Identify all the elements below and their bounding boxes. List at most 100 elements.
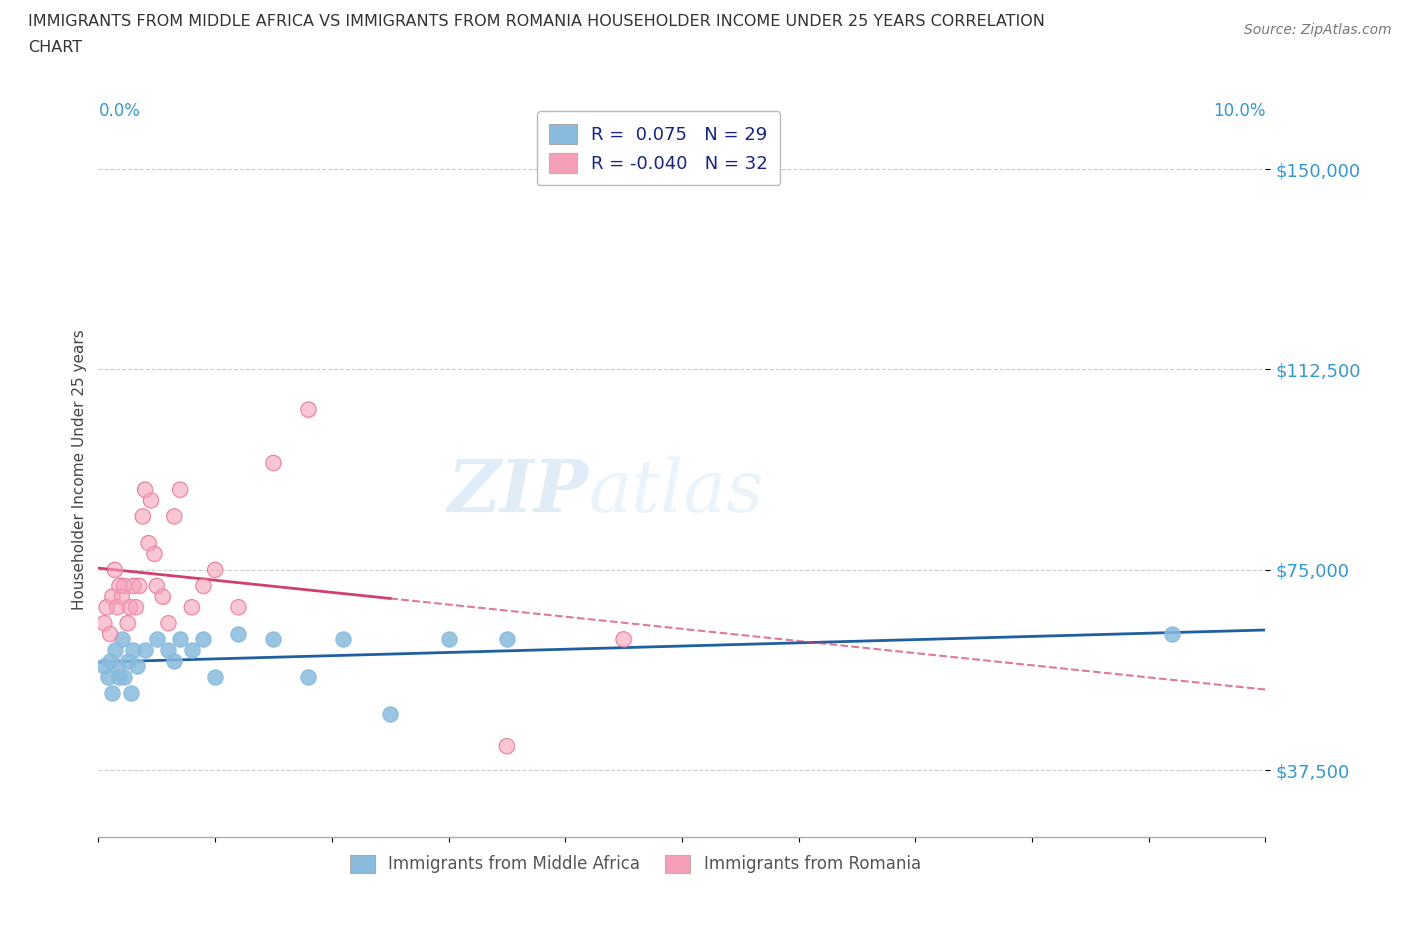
Point [380, 707, 402, 722]
Text: Source: ZipAtlas.com: Source: ZipAtlas.com [1244, 23, 1392, 37]
Point [204, 563, 226, 578]
Point [143, 546, 166, 561]
Point [132, 509, 155, 524]
Point [93, 616, 115, 631]
Point [157, 616, 180, 631]
Text: 10.0%: 10.0% [1213, 102, 1265, 120]
Point [163, 509, 186, 524]
Point [104, 643, 127, 658]
Point [613, 631, 636, 646]
Point [496, 631, 519, 646]
Point [204, 670, 226, 684]
Point [163, 653, 186, 668]
Point [108, 578, 131, 593]
Point [496, 738, 519, 753]
Point [228, 600, 250, 615]
Point [152, 589, 174, 604]
Text: ZIP: ZIP [447, 457, 589, 527]
Point [134, 483, 156, 498]
Point [108, 670, 131, 684]
Text: atlas: atlas [589, 457, 763, 527]
Text: CHART: CHART [28, 40, 82, 55]
Point [180, 600, 202, 615]
Point [228, 627, 250, 642]
Point [1161, 627, 1184, 642]
Point [111, 631, 134, 646]
Point [105, 658, 128, 673]
Point [263, 631, 285, 646]
Point [297, 402, 319, 417]
Text: 0.0%: 0.0% [98, 102, 141, 120]
Point [118, 600, 141, 615]
Point [93, 616, 115, 631]
Point [96, 600, 118, 615]
Point [122, 578, 145, 593]
Point [105, 600, 128, 615]
Point [152, 589, 174, 604]
Point [104, 563, 127, 578]
Point [132, 509, 155, 524]
Point [613, 631, 636, 646]
Point [101, 589, 124, 604]
Point [128, 578, 150, 593]
Point [146, 578, 169, 593]
Point [163, 509, 186, 524]
Point [108, 578, 131, 593]
Point [111, 589, 134, 604]
Point [496, 738, 519, 753]
Point [112, 578, 135, 593]
Point [143, 546, 166, 561]
Point [98, 627, 121, 642]
Point [193, 578, 215, 593]
Point [120, 685, 142, 700]
Point [117, 616, 139, 631]
Text: IMMIGRANTS FROM MIDDLE AFRICA VS IMMIGRANTS FROM ROMANIA HOUSEHOLDER INCOME UNDE: IMMIGRANTS FROM MIDDLE AFRICA VS IMMIGRA… [28, 14, 1045, 29]
Point [125, 658, 148, 673]
Point [122, 643, 145, 658]
Point [228, 600, 250, 615]
Point [117, 616, 139, 631]
Point [93, 658, 115, 673]
Point [104, 563, 127, 578]
Point [332, 631, 354, 646]
Point [138, 536, 160, 551]
Point [169, 631, 191, 646]
Point [263, 456, 285, 471]
Y-axis label: Householder Income Under 25 years: Householder Income Under 25 years [72, 329, 87, 610]
Point [437, 631, 460, 646]
Point [263, 456, 285, 471]
Point [204, 563, 226, 578]
Point [101, 589, 124, 604]
Point [125, 600, 148, 615]
Point [297, 402, 319, 417]
Point [122, 578, 145, 593]
Point [180, 600, 202, 615]
Point [134, 643, 156, 658]
Point [146, 578, 169, 593]
Point [117, 653, 139, 668]
Point [146, 631, 169, 646]
Point [125, 600, 148, 615]
Point [139, 493, 162, 508]
Point [180, 643, 202, 658]
Point [157, 616, 180, 631]
Point [138, 536, 160, 551]
Point [193, 578, 215, 593]
Point [193, 631, 215, 646]
Point [111, 589, 134, 604]
Point [169, 483, 191, 498]
Point [112, 670, 135, 684]
Legend: Immigrants from Middle Africa, Immigrants from Romania: Immigrants from Middle Africa, Immigrant… [343, 848, 928, 880]
Point [118, 600, 141, 615]
Point [139, 493, 162, 508]
Point [297, 670, 319, 684]
Point [134, 483, 156, 498]
Point [112, 578, 135, 593]
Point [128, 578, 150, 593]
Point [101, 685, 124, 700]
Point [98, 653, 121, 668]
Point [105, 600, 128, 615]
Point [169, 483, 191, 498]
Point [157, 643, 180, 658]
Point [97, 670, 120, 684]
